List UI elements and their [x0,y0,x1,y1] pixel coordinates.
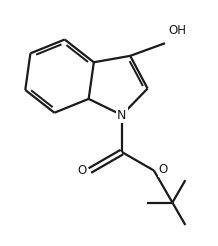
Text: N: N [117,108,127,122]
Text: O: O [78,164,87,177]
Text: O: O [158,163,168,176]
Text: OH: OH [169,24,187,37]
